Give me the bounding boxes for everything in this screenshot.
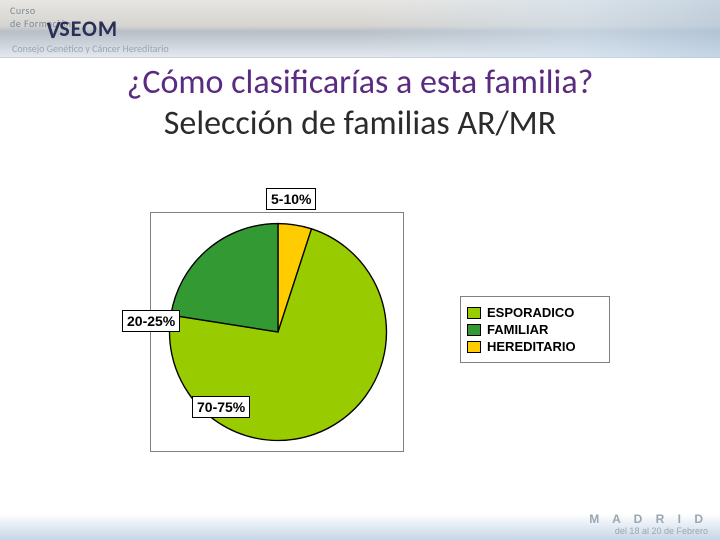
- header-subtitle: Consejo Genético y Cáncer Hereditario: [12, 42, 169, 55]
- legend-row: FAMILIAR: [467, 322, 603, 337]
- footer-date: del 18 al 20 de Febrero: [589, 526, 708, 536]
- callout-familiar: 20-25%: [122, 310, 180, 332]
- title-line2: Selección de familias AR/MR: [0, 103, 720, 144]
- footer-right: M A D R I D del 18 al 20 de Febrero: [589, 512, 708, 536]
- legend-row: HEREDITARIO: [467, 339, 603, 354]
- header-band: Curso de Formación VSEOM Consejo Genétic…: [0, 0, 720, 58]
- legend-row: ESPORADICO: [467, 305, 603, 320]
- slide-root: { "header": { "line1": "Curso", "line2":…: [0, 0, 720, 540]
- callout-hereditario: 5-10%: [266, 188, 316, 210]
- title-line1: ¿Cómo clasificarías a esta familia?: [0, 62, 720, 103]
- legend-swatch-familiar: [467, 324, 481, 336]
- legend-label-hereditario: HEREDITARIO: [487, 339, 576, 354]
- footer-band: M A D R I D del 18 al 20 de Febrero: [0, 514, 720, 540]
- legend-label-familiar: FAMILIAR: [487, 322, 548, 337]
- title-block: ¿Cómo clasificarías a esta familia? Sele…: [0, 62, 720, 144]
- footer-city: M A D R I D: [589, 512, 708, 526]
- legend-label-esporadico: ESPORADICO: [487, 305, 574, 320]
- pie-box: [150, 212, 404, 452]
- legend: ESPORADICO FAMILIAR HEREDITARIO: [460, 296, 610, 363]
- header-right-gradient: [360, 0, 720, 58]
- legend-swatch-hereditario: [467, 341, 481, 353]
- pie-slice-familiar: [171, 224, 278, 332]
- header-brand: VSEOM: [46, 14, 118, 43]
- pie-chart: 5-10% 20-25% 70-75%: [150, 190, 460, 470]
- legend-swatch-esporadico: [467, 307, 481, 319]
- callout-esporadico: 70-75%: [192, 396, 250, 418]
- header-brand-text: SEOM: [59, 15, 118, 42]
